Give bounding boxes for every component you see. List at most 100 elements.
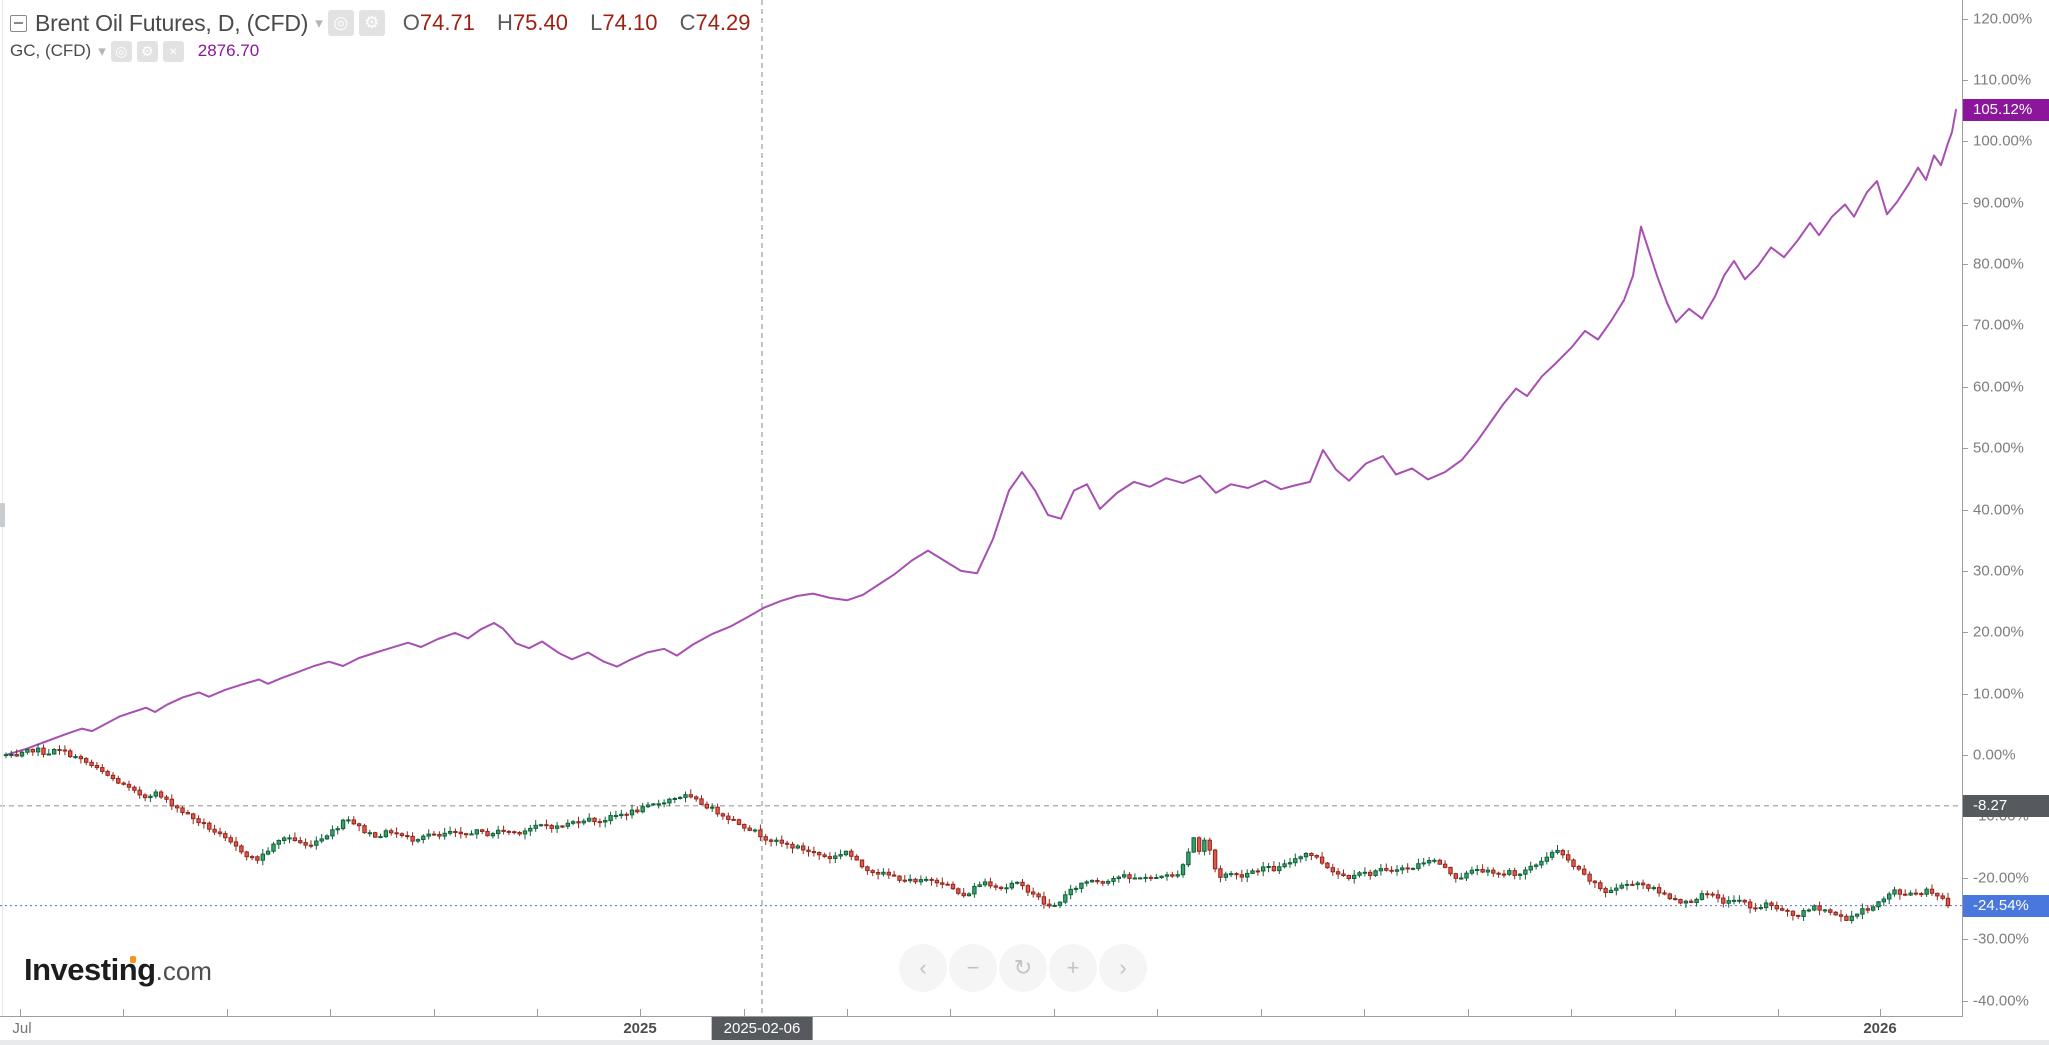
- price-axis[interactable]: 120.00% 110.00% 100.00% 90.00% 80.00% 70.00% 6…: [1962, 0, 2049, 1016]
- symbol-row-brent: Brent Oil Futures, D, (CFD) ▾ ◎ ⚙ O74.71…: [10, 8, 767, 38]
- reset-view-button[interactable]: ↻: [999, 944, 1047, 992]
- chevron-down-icon[interactable]: ▾: [315, 15, 323, 32]
- zoom-out-button[interactable]: −: [949, 944, 997, 992]
- price-tick: [1963, 325, 1968, 327]
- price-tick-label: 30.00%: [1973, 562, 2024, 580]
- collapse-icon[interactable]: [10, 14, 27, 32]
- price-badge: -8.27: [1963, 794, 2049, 817]
- price-tick-label: 10.00%: [1973, 685, 2024, 703]
- time-tick: [330, 1009, 331, 1016]
- time-axis[interactable]: Jul 2025 2026 2025-02-06: [0, 1009, 2049, 1040]
- gold-comparison-line: [5, 108, 1957, 756]
- open-label: O: [402, 10, 420, 35]
- time-tick: [1468, 1009, 1469, 1016]
- chart-canvas: [0, 0, 1962, 1016]
- price-tick: [1963, 509, 1968, 511]
- eye-icon[interactable]: ◎: [327, 10, 354, 36]
- price-tick-label: -40.00%: [1973, 992, 2029, 1009]
- price-tick: [1963, 755, 1968, 756]
- zoom-in-button[interactable]: +: [1049, 944, 1097, 992]
- price-tick: [1963, 141, 1968, 143]
- price-tick-label: 100.00%: [1973, 132, 2033, 150]
- time-tick: [1364, 1009, 1365, 1016]
- high-value: 75.40: [512, 10, 568, 35]
- close-value: 74.29: [695, 10, 751, 35]
- low-label: L: [590, 10, 603, 35]
- price-tick: [1963, 386, 1968, 388]
- price-tick-label: 40.00%: [1973, 501, 2024, 518]
- chevron-down-icon[interactable]: ▾: [98, 43, 106, 60]
- price-tick-label: 120.00%: [1973, 10, 2033, 27]
- time-tick: [1054, 1009, 1055, 1016]
- time-tick: [950, 1009, 951, 1016]
- price-tick: [1963, 939, 1968, 941]
- symbol-row-gold: GC, (CFD) ▾ ◎ ⚙ × 2876.70: [10, 39, 259, 63]
- price-tick: [1963, 877, 1968, 879]
- time-tick: [1880, 1009, 1881, 1016]
- price-tick: [1963, 448, 1968, 450]
- price-tick: [1963, 18, 1968, 20]
- price-badge: 105.12%: [1963, 98, 2049, 121]
- price-tick: [1963, 202, 1968, 204]
- chart-plot-area[interactable]: [0, 0, 1962, 1016]
- investing-logo[interactable]: Investing.com: [24, 952, 212, 988]
- scroll-right-button[interactable]: ›: [1099, 944, 1147, 992]
- low-value: 74.10: [602, 10, 658, 35]
- time-crosshair-badge: 2025-02-06: [711, 1017, 813, 1040]
- ohlc-values: O74.71 H75.40 L74.10 C74.29: [403, 10, 767, 36]
- price-tick: [1963, 264, 1968, 265]
- gear-icon[interactable]: ⚙: [136, 40, 158, 62]
- price-tick-label: 0.00%: [1973, 746, 2016, 764]
- price-tick-label: 20.00%: [1973, 623, 2024, 641]
- time-tick: [1778, 1009, 1779, 1016]
- price-tick: [1963, 816, 1968, 818]
- time-axis-line: [0, 1016, 1963, 1017]
- logo-suffix: .com: [155, 956, 212, 986]
- left-axis-drag-handle[interactable]: [0, 503, 5, 527]
- overlay-value: 2876.70: [197, 41, 260, 60]
- time-tick: [1571, 1009, 1572, 1016]
- high-label: H: [497, 10, 513, 35]
- price-tick: [1963, 1000, 1968, 1002]
- time-tick: [1157, 1009, 1158, 1016]
- brent-candles: [3, 743, 1951, 924]
- time-tick: [640, 1009, 641, 1016]
- price-tick-label: 70.00%: [1973, 316, 2024, 334]
- time-tick-label: 2025: [623, 1020, 657, 1037]
- time-tick-label: 2026: [1863, 1020, 1897, 1037]
- price-tick: [1963, 693, 1968, 695]
- close-icon[interactable]: ×: [162, 40, 184, 62]
- time-tick-label: Jul: [12, 1020, 32, 1037]
- time-tick: [537, 1009, 538, 1016]
- price-badge: -24.54%: [1963, 894, 2049, 917]
- price-tick-label: -20.00%: [1973, 869, 2029, 887]
- crosshair: [0, 0, 1962, 1016]
- price-tick: [1963, 570, 1968, 572]
- gear-icon[interactable]: ⚙: [358, 10, 385, 36]
- time-tick: [847, 1009, 848, 1016]
- symbol-title[interactable]: Brent Oil Futures, D, (CFD): [35, 9, 309, 36]
- bottom-strip: [0, 1040, 2049, 1045]
- price-tick-label: -30.00%: [1973, 930, 2029, 948]
- price-tick-label: 60.00%: [1973, 378, 2024, 396]
- price-tick: [1963, 632, 1968, 634]
- time-tick: [227, 1009, 228, 1016]
- logo-accent-dot: [130, 956, 136, 963]
- time-tick: [123, 1009, 124, 1016]
- time-tick: [20, 1009, 21, 1016]
- price-tick-label: 90.00%: [1973, 194, 2024, 212]
- open-value: 74.71: [419, 10, 475, 35]
- time-tick: [1675, 1009, 1676, 1016]
- overlay-symbol-title[interactable]: GC, (CFD): [10, 41, 92, 60]
- price-tick: [1963, 79, 1968, 81]
- scroll-left-button[interactable]: ‹: [899, 944, 947, 992]
- close-label: C: [679, 10, 696, 35]
- price-tick-label: 80.00%: [1973, 255, 2024, 273]
- time-tick: [1261, 1009, 1262, 1016]
- price-tick-label: 50.00%: [1973, 439, 2024, 457]
- time-tick: [744, 1009, 745, 1016]
- eye-icon[interactable]: ◎: [110, 40, 132, 62]
- chart-nav-controls: ‹ − ↻ + ›: [0, 944, 2049, 992]
- price-tick-label: 110.00%: [1973, 71, 2032, 89]
